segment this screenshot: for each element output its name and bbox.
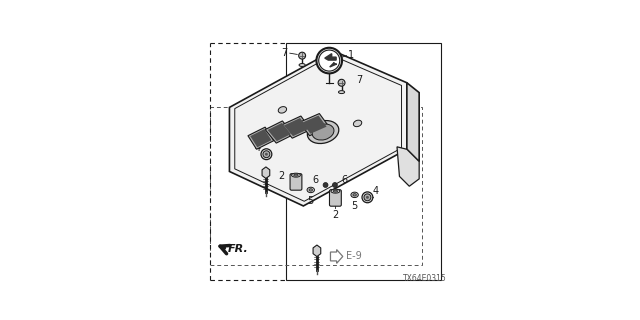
Circle shape xyxy=(323,182,328,188)
Polygon shape xyxy=(302,116,326,134)
Ellipse shape xyxy=(339,91,344,93)
Ellipse shape xyxy=(353,194,356,196)
Text: 5: 5 xyxy=(351,201,358,211)
Text: 7: 7 xyxy=(356,75,362,85)
FancyBboxPatch shape xyxy=(290,174,302,190)
Circle shape xyxy=(364,194,371,201)
FancyBboxPatch shape xyxy=(330,190,341,206)
Ellipse shape xyxy=(331,189,340,193)
Text: 4: 4 xyxy=(373,186,379,196)
Polygon shape xyxy=(330,62,337,67)
Polygon shape xyxy=(265,121,294,143)
Polygon shape xyxy=(281,116,311,138)
Circle shape xyxy=(261,149,272,160)
Polygon shape xyxy=(324,54,336,60)
Polygon shape xyxy=(268,123,291,141)
Circle shape xyxy=(316,48,342,73)
Text: 1: 1 xyxy=(348,50,354,60)
Text: 6: 6 xyxy=(342,175,348,185)
Circle shape xyxy=(362,192,373,203)
Polygon shape xyxy=(248,127,274,149)
Text: 2: 2 xyxy=(332,210,339,220)
Text: 6: 6 xyxy=(312,175,319,185)
Text: 7: 7 xyxy=(282,48,288,58)
Polygon shape xyxy=(300,114,329,136)
Bar xyxy=(286,43,442,280)
Polygon shape xyxy=(262,167,269,179)
Polygon shape xyxy=(250,129,271,147)
Ellipse shape xyxy=(307,187,314,193)
Text: E-9: E-9 xyxy=(346,252,362,261)
Polygon shape xyxy=(330,250,343,263)
Polygon shape xyxy=(407,83,419,162)
Polygon shape xyxy=(230,51,407,206)
Text: FR.: FR. xyxy=(228,244,248,253)
Circle shape xyxy=(338,79,345,86)
Ellipse shape xyxy=(351,192,358,197)
Circle shape xyxy=(332,182,337,188)
Ellipse shape xyxy=(292,173,300,177)
Ellipse shape xyxy=(278,107,287,113)
Polygon shape xyxy=(397,147,419,186)
Text: 4: 4 xyxy=(255,143,261,153)
Text: TX64E0315: TX64E0315 xyxy=(403,274,447,283)
Circle shape xyxy=(319,50,340,71)
Ellipse shape xyxy=(299,64,305,67)
Circle shape xyxy=(366,196,369,199)
Text: 5: 5 xyxy=(308,196,314,206)
Ellipse shape xyxy=(307,121,339,143)
Circle shape xyxy=(265,153,268,156)
Ellipse shape xyxy=(312,124,334,140)
Circle shape xyxy=(299,52,305,59)
Text: 2: 2 xyxy=(278,172,284,181)
Bar xyxy=(210,108,422,265)
Circle shape xyxy=(263,151,270,158)
Polygon shape xyxy=(284,118,308,136)
Ellipse shape xyxy=(353,120,362,127)
Polygon shape xyxy=(313,245,321,257)
Ellipse shape xyxy=(333,190,338,192)
Ellipse shape xyxy=(294,174,298,176)
Ellipse shape xyxy=(309,189,312,191)
